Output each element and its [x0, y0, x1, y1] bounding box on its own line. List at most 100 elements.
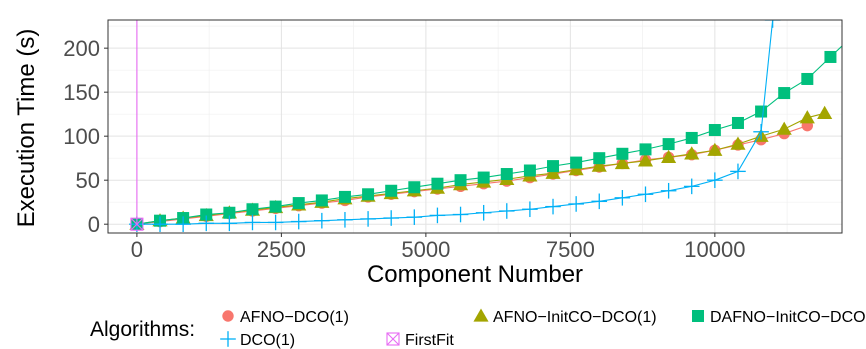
legend-key	[220, 331, 236, 347]
data-point	[246, 203, 259, 216]
data-point	[315, 194, 328, 207]
y-tick-label: 200	[63, 36, 100, 61]
y-tick-label: 0	[88, 212, 100, 237]
data-point	[290, 213, 307, 230]
data-point	[684, 146, 700, 160]
data-point	[591, 193, 608, 210]
data-point	[616, 147, 629, 160]
series-boxx	[130, 20, 144, 231]
data-point	[337, 211, 353, 228]
data-point	[764, 20, 781, 28]
legend-label: DAFNO−InitCO−DCO(1)	[710, 309, 866, 326]
data-point	[431, 177, 444, 190]
data-point	[523, 164, 536, 177]
data-point	[547, 160, 560, 173]
legend-label: AFNO−DCO(1)	[240, 309, 349, 326]
data-point	[730, 163, 746, 180]
data-point	[799, 110, 815, 124]
data-point	[223, 206, 236, 219]
data-point	[660, 182, 677, 199]
y-tick-label: 150	[63, 80, 100, 105]
series-layer	[129, 20, 860, 232]
data-point	[498, 203, 515, 219]
data-point	[130, 217, 144, 231]
data-point	[545, 198, 561, 215]
data-point	[662, 138, 675, 151]
data-point	[198, 215, 215, 232]
legend-key	[473, 308, 489, 322]
data-point	[406, 209, 423, 225]
data-point	[707, 172, 723, 188]
data-point	[824, 50, 837, 63]
data-point	[221, 215, 238, 232]
data-point	[685, 131, 698, 144]
data-point	[848, 29, 860, 41]
data-point	[500, 168, 513, 181]
legend-label: DCO(1)	[240, 332, 295, 349]
y-tick-label: 50	[76, 168, 100, 193]
legend-item: FirstFit	[386, 332, 454, 349]
data-point	[269, 200, 282, 213]
data-point	[593, 152, 606, 165]
plot-panel	[107, 19, 843, 234]
data-point	[545, 165, 561, 179]
data-point	[661, 149, 677, 163]
data-point	[477, 171, 490, 184]
legend-title: Algorithms:	[90, 318, 195, 341]
x-tick-label: 5000	[401, 237, 450, 262]
data-point	[708, 124, 721, 137]
data-point	[454, 174, 467, 187]
data-point	[707, 142, 723, 156]
data-point	[817, 105, 833, 119]
data-point	[614, 155, 630, 170]
data-point	[801, 72, 814, 85]
data-point	[570, 156, 583, 169]
x-tick-label: 2500	[257, 237, 306, 262]
data-point	[200, 208, 213, 221]
legend-key	[386, 332, 400, 346]
legend-item: AFNO−InitCO−DCO(1)	[473, 308, 657, 326]
data-point	[360, 211, 376, 227]
data-point	[244, 214, 261, 231]
data-point	[683, 178, 700, 195]
grid-minor	[108, 20, 842, 233]
data-point	[522, 201, 538, 218]
data-point	[338, 190, 351, 203]
legend-item: DAFNO−InitCO−DCO(1)	[692, 309, 866, 326]
series-plus	[129, 20, 781, 232]
data-point	[755, 105, 768, 118]
data-point	[776, 121, 792, 135]
data-point	[639, 143, 652, 156]
data-point	[475, 204, 492, 221]
data-point	[292, 197, 305, 210]
legend-key	[222, 310, 234, 322]
data-point	[568, 196, 584, 212]
data-point	[614, 189, 631, 206]
legend-label: AFNO−InitCO−DCO(1)	[493, 309, 657, 326]
data-point	[175, 216, 191, 232]
data-point	[637, 186, 654, 203]
series-square	[130, 29, 860, 231]
data-point	[267, 214, 284, 231]
x-tick-label: 7500	[546, 237, 595, 262]
data-point	[408, 181, 421, 194]
legend-label: FirstFit	[405, 332, 454, 349]
data-point	[452, 206, 469, 223]
data-point	[731, 116, 744, 129]
plot-border	[107, 19, 843, 234]
x-axis-ticks: 0 2500 5000 7500 10000	[131, 233, 745, 262]
data-point	[362, 188, 375, 201]
data-point	[730, 136, 746, 150]
data-point	[637, 153, 654, 167]
y-tick-label: 100	[63, 124, 100, 149]
data-point	[778, 87, 791, 100]
data-point	[591, 158, 607, 172]
data-point	[385, 184, 398, 197]
x-axis-title: Component Number	[367, 261, 583, 288]
data-point	[753, 123, 769, 140]
data-point	[568, 162, 584, 176]
y-axis-title: Execution Time (s)	[13, 29, 40, 228]
x-tick-label: 0	[131, 237, 143, 262]
data-point	[383, 210, 399, 226]
